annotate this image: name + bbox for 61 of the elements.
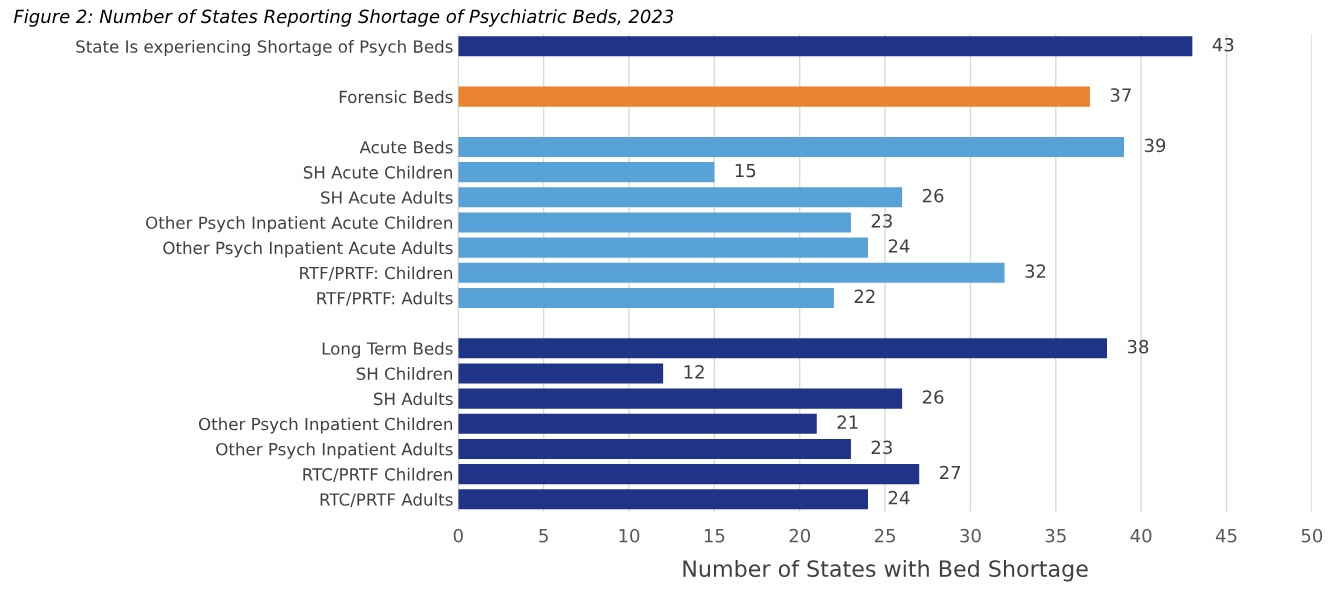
y-tick-label: Other Psych Inpatient Acute Children: [146, 216, 453, 233]
data-label: 37: [1110, 88, 1131, 102]
bar: [458, 413, 817, 434]
bar: [458, 262, 1005, 283]
data-label: 24: [888, 490, 910, 505]
data-label: 15: [735, 163, 756, 178]
y-tick-label: SH Acute Children: [303, 165, 452, 179]
x-tick-label: 50: [1301, 528, 1323, 543]
x-tick-label: 35: [1045, 528, 1066, 543]
y-tick-label: State Is experiencing Shortage of Psych Beds: [76, 39, 453, 57]
x-axis-title: Number of States with Bed Shortage: [683, 559, 1088, 582]
data-label: 23: [871, 214, 892, 228]
bar: [458, 36, 1193, 57]
y-tick-label: RTC/PRTF Children: [303, 467, 453, 482]
bar: [458, 162, 715, 183]
data-label: 27: [939, 465, 961, 480]
y-tick-label: SH Children: [356, 367, 452, 381]
data-label: 21: [837, 415, 858, 429]
data-label: 38: [1127, 339, 1149, 354]
data-label: 26: [922, 390, 944, 404]
x-tick-label: 40: [1130, 528, 1152, 543]
data-label: 23: [871, 440, 892, 455]
x-tick-label: 25: [874, 528, 895, 543]
y-tick-label: Other Psych Inpatient Children: [198, 417, 453, 434]
bar: [458, 287, 834, 309]
bar: [458, 338, 1107, 359]
y-tick-label: RTF/PRTF: Children: [300, 266, 453, 281]
data-label: 43: [1212, 37, 1234, 52]
data-label: 12: [684, 365, 704, 379]
bar: [458, 136, 1125, 158]
bar: [458, 187, 903, 208]
bar: [458, 489, 868, 510]
bar: [458, 237, 868, 258]
y-tick-label: SH Adults: [374, 392, 453, 406]
x-tick-label: 15: [704, 529, 725, 543]
y-tick-label: RTF/PRTF: Adults: [317, 291, 453, 306]
y-tick-label: Forensic Beds: [339, 90, 453, 104]
x-tick-label: 10: [619, 528, 640, 543]
chart-title: Figure 2: Number of States Reporting Shortage of Psychiatric Beds, 2023: [13, 9, 674, 27]
y-tick-label: Long Term Beds: [322, 341, 453, 359]
data-label: 24: [888, 239, 910, 253]
data-label: 39: [1144, 138, 1166, 153]
x-tick-label: 30: [960, 528, 981, 543]
bar: [458, 388, 903, 409]
x-tick-label: 20: [789, 528, 810, 543]
bar: [458, 212, 851, 233]
y-tick-label: Acute Beds: [359, 140, 453, 154]
bar: [458, 363, 664, 384]
x-tick-label: 45: [1215, 529, 1237, 543]
bar: [458, 86, 1090, 107]
bar: [458, 464, 920, 485]
data-label: 26: [922, 188, 944, 203]
x-tick-label: 0: [453, 528, 463, 543]
data-label: 32: [1025, 264, 1046, 279]
y-tick-label: RTC/PRTF Adults: [320, 492, 453, 508]
x-tick-label: 5: [539, 529, 548, 543]
data-label: 22: [854, 289, 875, 303]
bar: [458, 438, 851, 460]
y-tick-label: Other Psych Inpatient Acute Adults: [163, 241, 453, 258]
y-tick-label: SH Acute Adults: [321, 190, 453, 204]
y-tick-label: Other Psych Inpatient Adults: [216, 442, 453, 459]
